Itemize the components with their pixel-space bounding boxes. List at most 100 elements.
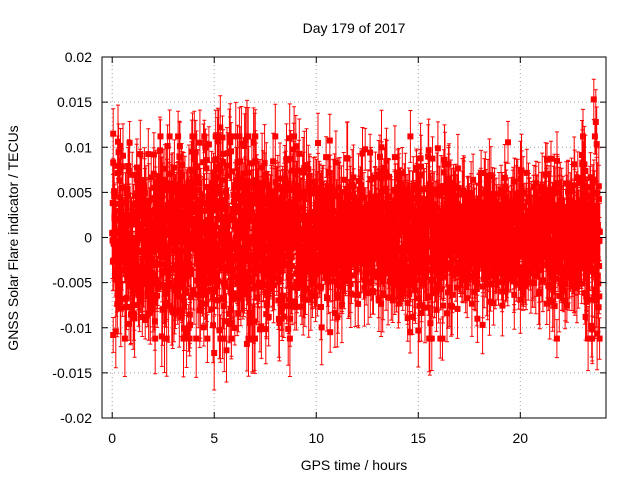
data-point <box>165 302 172 309</box>
data-point <box>590 222 597 229</box>
data-point <box>596 263 603 269</box>
data-point <box>503 214 510 221</box>
data-point <box>442 207 449 214</box>
data-point <box>172 201 179 207</box>
data-point <box>159 190 166 197</box>
data-point <box>124 185 131 192</box>
data-point <box>424 266 431 273</box>
data-point <box>509 237 516 244</box>
data-point <box>311 217 318 224</box>
data-point <box>433 254 440 261</box>
data-point <box>398 226 405 233</box>
data-point <box>236 208 243 215</box>
data-point <box>160 282 167 289</box>
data-point <box>137 292 144 299</box>
data-point <box>445 181 452 188</box>
data-point <box>160 185 166 192</box>
data-point <box>389 227 396 234</box>
data-point <box>512 227 519 234</box>
data-point <box>433 227 440 233</box>
data-point <box>202 256 209 263</box>
data-point <box>415 214 422 221</box>
data-point <box>409 224 416 230</box>
data-point <box>277 246 284 253</box>
data-point <box>305 232 311 239</box>
data-point <box>172 210 179 217</box>
data-point <box>563 302 570 309</box>
data-point <box>136 202 143 209</box>
data-point <box>438 183 445 190</box>
data-point <box>529 270 536 277</box>
data-point <box>158 253 164 260</box>
data-point <box>444 191 451 198</box>
data-point <box>421 203 428 210</box>
data-point <box>254 294 261 301</box>
data-point <box>568 215 575 222</box>
data-point <box>527 208 533 215</box>
data-point <box>241 199 248 206</box>
data-point <box>368 260 375 267</box>
data-point <box>547 242 553 249</box>
data-point <box>228 280 235 287</box>
data-point <box>477 221 484 228</box>
data-point <box>142 211 149 217</box>
data-point <box>307 213 314 220</box>
data-point <box>596 237 603 244</box>
data-point <box>457 212 464 219</box>
data-point <box>177 276 184 283</box>
data-point <box>261 195 268 202</box>
data-point <box>297 254 304 261</box>
data-point <box>588 257 595 264</box>
data-point <box>195 235 202 242</box>
data-point <box>241 277 248 284</box>
data-point <box>391 276 398 283</box>
data-point <box>553 335 560 342</box>
data-point <box>276 239 282 246</box>
data-point <box>386 173 393 180</box>
data-point <box>396 175 403 182</box>
data-point <box>252 242 259 249</box>
data-point <box>562 237 569 244</box>
data-point <box>358 218 365 225</box>
data-point <box>434 205 441 211</box>
data-point <box>201 207 208 214</box>
data-point <box>479 321 486 328</box>
data-point <box>450 238 457 245</box>
data-point <box>127 274 134 281</box>
data-point <box>404 299 411 306</box>
data-point <box>211 350 218 356</box>
data-point <box>541 228 548 235</box>
data-point <box>478 170 485 176</box>
data-point <box>341 210 348 217</box>
data-point <box>424 211 431 217</box>
data-point <box>373 220 380 227</box>
data-point <box>418 163 425 170</box>
data-point <box>252 133 259 140</box>
data-point <box>469 252 476 259</box>
data-point <box>531 280 538 287</box>
data-point <box>511 277 518 284</box>
data-point <box>426 187 433 194</box>
data-point <box>252 158 259 165</box>
data-point <box>262 235 269 242</box>
data-point <box>395 300 402 307</box>
data-point <box>442 161 448 168</box>
data-point <box>450 234 457 241</box>
data-point <box>363 258 370 265</box>
data-point <box>250 194 257 201</box>
data-point <box>247 236 254 243</box>
data-point <box>275 315 282 322</box>
data-point <box>306 186 313 193</box>
data-point <box>287 272 294 279</box>
data-point <box>115 279 122 286</box>
data-point <box>368 176 375 183</box>
data-point <box>338 189 345 195</box>
data-point <box>299 276 306 283</box>
data-point <box>335 220 342 227</box>
data-point <box>350 174 357 181</box>
data-point <box>453 212 460 219</box>
data-point <box>316 185 323 192</box>
data-point <box>199 281 206 288</box>
data-point <box>440 252 447 259</box>
data-point <box>399 170 406 177</box>
